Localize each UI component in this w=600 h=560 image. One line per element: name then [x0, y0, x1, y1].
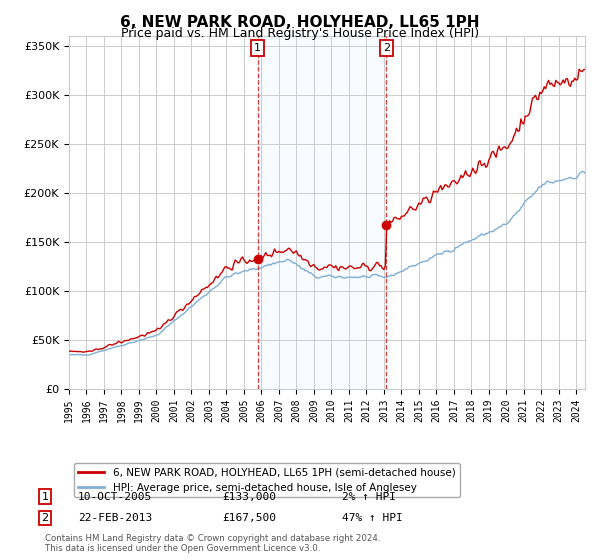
- Text: 2: 2: [383, 43, 390, 53]
- Text: 10-OCT-2005: 10-OCT-2005: [78, 492, 152, 502]
- Legend: 6, NEW PARK ROAD, HOLYHEAD, LL65 1PH (semi-detached house), HPI: Average price, : 6, NEW PARK ROAD, HOLYHEAD, LL65 1PH (se…: [74, 463, 460, 497]
- Text: Price paid vs. HM Land Registry's House Price Index (HPI): Price paid vs. HM Land Registry's House …: [121, 27, 479, 40]
- Text: 2: 2: [41, 513, 49, 523]
- Text: 6, NEW PARK ROAD, HOLYHEAD, LL65 1PH: 6, NEW PARK ROAD, HOLYHEAD, LL65 1PH: [120, 15, 480, 30]
- Text: This data is licensed under the Open Government Licence v3.0.: This data is licensed under the Open Gov…: [45, 544, 320, 553]
- Text: 22-FEB-2013: 22-FEB-2013: [78, 513, 152, 523]
- Text: 1: 1: [254, 43, 261, 53]
- Text: £133,000: £133,000: [222, 492, 276, 502]
- Text: Contains HM Land Registry data © Crown copyright and database right 2024.: Contains HM Land Registry data © Crown c…: [45, 534, 380, 543]
- Text: 1: 1: [41, 492, 49, 502]
- Text: 47% ↑ HPI: 47% ↑ HPI: [342, 513, 403, 523]
- Text: £167,500: £167,500: [222, 513, 276, 523]
- Text: 2% ↑ HPI: 2% ↑ HPI: [342, 492, 396, 502]
- Bar: [257, 36, 386, 389]
